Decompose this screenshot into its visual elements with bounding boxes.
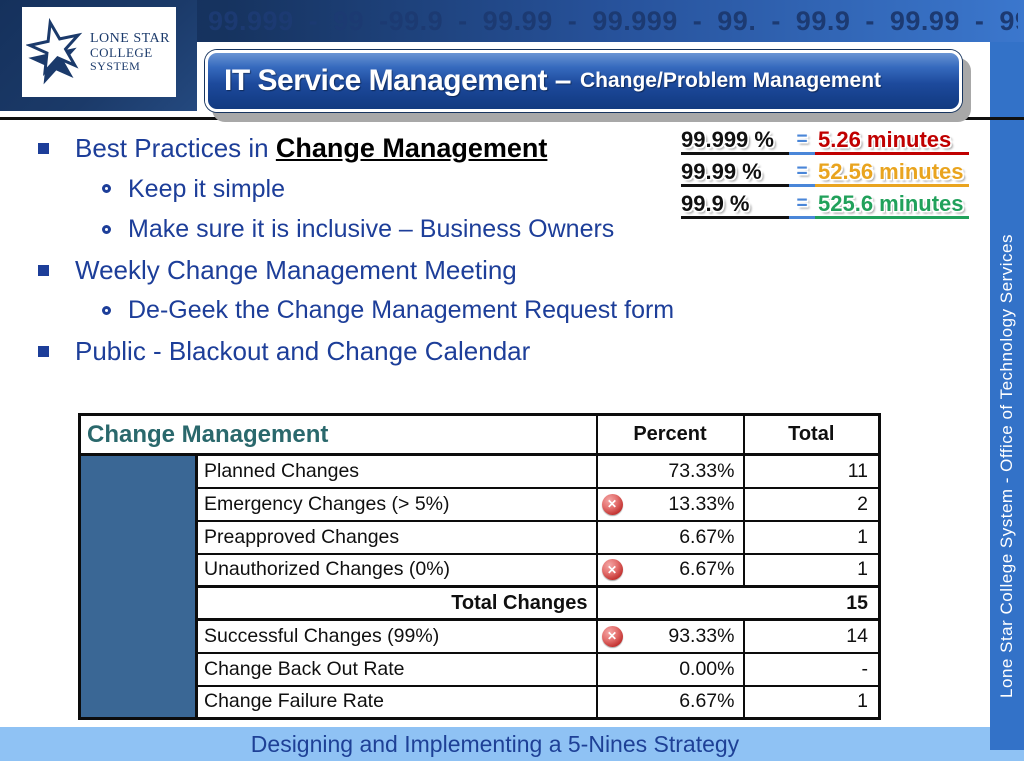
row-total: 14 [742, 618, 881, 654]
row-label: Change Back Out Rate [195, 651, 598, 687]
bullet-item: Keep it simple [30, 169, 685, 210]
equals-sign: = [789, 159, 815, 187]
slide-title: IT Service Management – [224, 64, 571, 97]
row-total: 1 [742, 552, 881, 588]
availability-minutes: 525.6 minutes [815, 191, 969, 219]
table-row: Successful Changes (99%) ✕ 93.33% 14 [80, 618, 881, 654]
availability-row: 99.9 % = 525.6 minutes [681, 191, 969, 219]
side-color-cell [78, 453, 198, 720]
availability-percent: 99.9 % [681, 191, 789, 219]
bullet-item: Weekly Change Management Meeting [30, 250, 685, 291]
availability-percent: 99.99 % [681, 159, 789, 187]
table-row: Unauthorized Changes (0%) ✕ 6.67% 1 [80, 552, 881, 588]
total-row-value: 15 [595, 585, 881, 621]
table-row: Preapproved Changes 6.67% 1 [80, 519, 881, 555]
bullet-text: Keep it simple [128, 174, 286, 203]
bullet-item: Public - Blackout and Change Calendar [30, 331, 685, 372]
availability-percent: 99.999 % [681, 127, 789, 155]
bullet-text: De-Geek the Change Management Request fo… [128, 296, 675, 324]
row-total: 1 [742, 684, 881, 720]
column-header-total: Total [742, 413, 881, 456]
square-bullet-icon [38, 345, 49, 357]
error-x-icon: ✕ [601, 625, 623, 647]
table-row: Emergency Changes (> 5%) ✕ 13.33% 2 [80, 486, 881, 522]
bullet-text: Make sure it is inclusive – Business Own… [128, 215, 615, 243]
row-label: Change Failure Rate [195, 684, 598, 720]
row-percent: 6.67% [595, 519, 745, 555]
row-label: Planned Changes [195, 453, 598, 489]
star-icon [26, 17, 83, 85]
availability-minutes: 52.56 minutes [815, 159, 969, 187]
sidebar-vertical-text: Lone Star College System - Office of Tec… [997, 234, 1016, 698]
footer-bar: Designing and Implementing a 5-Nines Str… [0, 727, 1024, 761]
row-label: Unauthorized Changes (0%) [195, 552, 598, 588]
row-label: Successful Changes (99%) [195, 618, 598, 654]
lone-star-logo: LONE STAR COLLEGE SYSTEM [22, 7, 176, 97]
availability-box: 99.999 % = 5.26 minutes 99.99 % = 52.56 … [681, 127, 969, 223]
square-bullet-icon [38, 143, 49, 155]
availability-minutes: 5.26 minutes [815, 127, 969, 155]
column-header-percent: Percent [595, 413, 745, 456]
nines-ticker: 99.999 - 99 -99.9 - 99.99 - 99.999 - 99.… [208, 6, 1018, 36]
footer-text: Designing and Implementing a 5-Nines Str… [250, 730, 740, 757]
error-x-icon: ✕ [601, 493, 623, 515]
error-x-icon: ✕ [601, 559, 623, 581]
change-management-table: Change Management Percent Total Planned … [78, 413, 881, 720]
table-header-row: Change Management Percent Total [78, 413, 881, 456]
bullet-item: De-Geek the Change Management Request fo… [30, 290, 685, 331]
row-total: - [742, 651, 881, 687]
row-total: 1 [742, 519, 881, 555]
logo-line1: LONE STAR [90, 30, 170, 46]
slide-title-banner: IT Service Management – Change/Problem M… [205, 50, 962, 112]
row-label: Preapproved Changes [195, 519, 598, 555]
bullet-list: Best Practices in Change Management Keep… [30, 128, 685, 371]
logo-panel: LONE STAR COLLEGE SYSTEM [0, 0, 197, 111]
row-total: 11 [742, 453, 881, 489]
row-percent: ✕ 6.67% [595, 552, 745, 588]
row-label: Emergency Changes (> 5%) [195, 486, 598, 522]
table-row: Planned Changes 73.33% 11 [78, 453, 881, 720]
bullet-item: Best Practices in Change Management [30, 128, 685, 169]
availability-row: 99.999 % = 5.26 minutes [681, 127, 969, 155]
table-title: Change Management [78, 413, 598, 456]
row-percent: ✕ 13.33% [595, 486, 745, 522]
equals-sign: = [789, 191, 815, 219]
total-row-label: Total Changes [195, 585, 598, 621]
bullet-text: Best Practices in [75, 133, 276, 163]
row-percent: 6.67% [595, 684, 745, 720]
row-percent: 73.33% [595, 453, 745, 489]
bullet-text: Weekly Change Management Meeting [75, 254, 517, 285]
equals-sign: = [789, 127, 815, 155]
square-bullet-icon [38, 264, 49, 276]
bullet-emphasis: Change Management [275, 133, 548, 163]
table-total-row: Total Changes 15 [80, 585, 881, 621]
logo-text: LONE STAR COLLEGE SYSTEM [90, 30, 170, 73]
logo-line3: SYSTEM [90, 58, 141, 73]
divider-line [0, 117, 1024, 120]
row-percent: 0.00% [595, 651, 745, 687]
availability-row: 99.99 % = 52.56 minutes [681, 159, 969, 187]
row-percent: ✕ 93.33% [595, 618, 745, 654]
logo-line2: COLLEGE [90, 45, 153, 61]
bullet-text: Public - Blackout and Change Calendar [75, 335, 531, 366]
circle-bullet-icon [102, 184, 111, 194]
table-row: Change Back Out Rate 0.00% - [80, 651, 881, 687]
slide-subtitle: Change/Problem Management [579, 69, 882, 92]
table-row: Change Failure Rate 6.67% 1 [80, 684, 881, 720]
circle-bullet-icon [102, 224, 111, 234]
circle-bullet-icon [102, 305, 111, 315]
sidebar-strip: Lone Star College System - Office of Tec… [990, 42, 1024, 750]
row-total: 2 [742, 486, 881, 522]
bullet-item: Make sure it is inclusive – Business Own… [30, 209, 685, 250]
